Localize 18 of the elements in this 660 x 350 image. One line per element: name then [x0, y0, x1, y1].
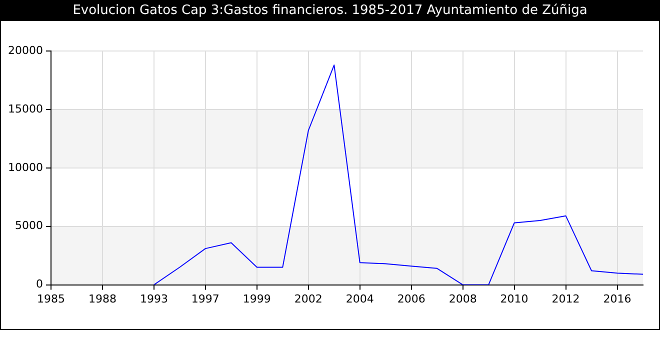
x-tick-label: 2004	[346, 292, 374, 306]
y-tick-label: 15000	[8, 102, 43, 116]
y-tick-label: 20000	[8, 44, 43, 57]
x-tick-label: 2016	[603, 292, 632, 306]
x-tick-label: 1999	[242, 292, 271, 306]
x-tick-label: 2010	[500, 292, 528, 306]
x-tick-label: 1993	[140, 292, 168, 306]
y-tick-label: 10000	[8, 160, 43, 174]
x-tick-label: 1997	[191, 292, 220, 306]
x-tick-label: 2002	[294, 292, 322, 306]
x-tick-label: 1988	[88, 292, 116, 306]
chart-title: Evolucion Gatos Cap 3:Gastos financieros. 1985-2017 Ayuntamiento de Zúñiga	[1, 1, 659, 21]
x-tick-label: 2006	[397, 292, 426, 306]
x-tick-label: 1985	[36, 292, 65, 306]
x-tick-label: 2008	[448, 292, 477, 306]
x-tick-label: 2012	[552, 292, 580, 306]
y-tick-label: 0	[36, 278, 43, 291]
y-tick-label: 5000	[14, 219, 43, 232]
